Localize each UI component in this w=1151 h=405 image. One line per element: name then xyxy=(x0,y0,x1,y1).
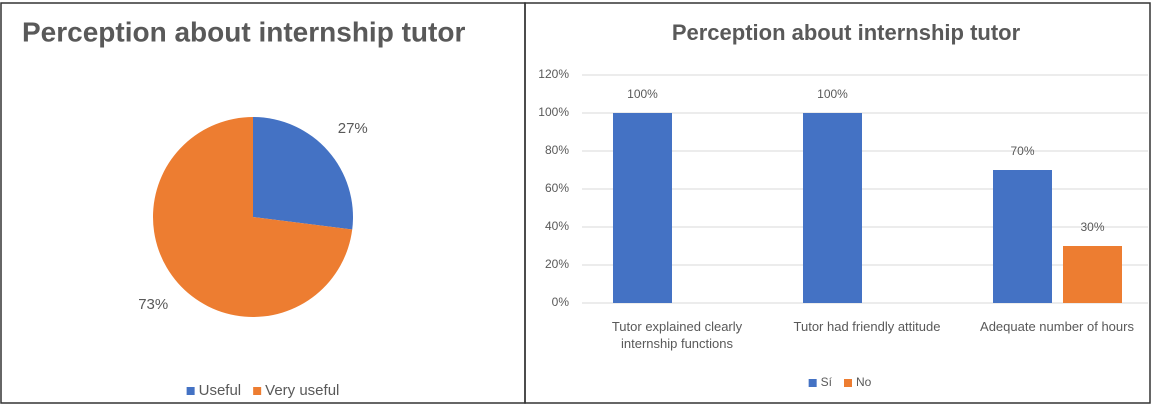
data-label: 27% xyxy=(338,120,368,137)
pie-slice xyxy=(253,117,353,230)
data-label: 30% xyxy=(1080,220,1104,234)
y-tick-label: 40% xyxy=(545,219,569,233)
data-label: 100% xyxy=(627,87,658,101)
legend-label: Sí xyxy=(821,375,833,389)
data-label: 73% xyxy=(138,296,168,313)
y-tick-label: 80% xyxy=(545,143,569,157)
legend-swatch xyxy=(844,379,852,387)
legend-label: No xyxy=(856,375,872,389)
y-tick-label: 100% xyxy=(538,105,569,119)
y-tick-label: 0% xyxy=(552,295,570,309)
y-tick-label: 20% xyxy=(545,257,569,271)
legend-swatch xyxy=(808,379,817,387)
x-tick-label: Tutor had friendly attitude xyxy=(793,319,941,334)
x-tick-label: Tutor explained clearly internship funct… xyxy=(611,319,743,351)
x-tick-label: Adequate number of hours xyxy=(980,319,1134,334)
legend-label: Useful xyxy=(199,382,242,399)
right-panel xyxy=(524,2,1151,404)
bar xyxy=(993,170,1052,303)
legend-label: Very useful xyxy=(265,382,339,399)
legend-swatch xyxy=(186,387,195,395)
legend-swatch xyxy=(253,387,262,395)
data-label: 100% xyxy=(817,87,848,101)
bar xyxy=(803,113,862,303)
data-label: 70% xyxy=(1010,144,1034,158)
pie-slice xyxy=(152,117,353,317)
bar-title: Perception about internship tutor xyxy=(672,20,1021,45)
y-tick-label: 60% xyxy=(545,181,569,195)
bar xyxy=(1063,246,1122,303)
bar xyxy=(613,113,672,303)
y-tick-label: 120% xyxy=(538,67,569,81)
pie-title: Perception about internship tutor xyxy=(22,16,465,47)
